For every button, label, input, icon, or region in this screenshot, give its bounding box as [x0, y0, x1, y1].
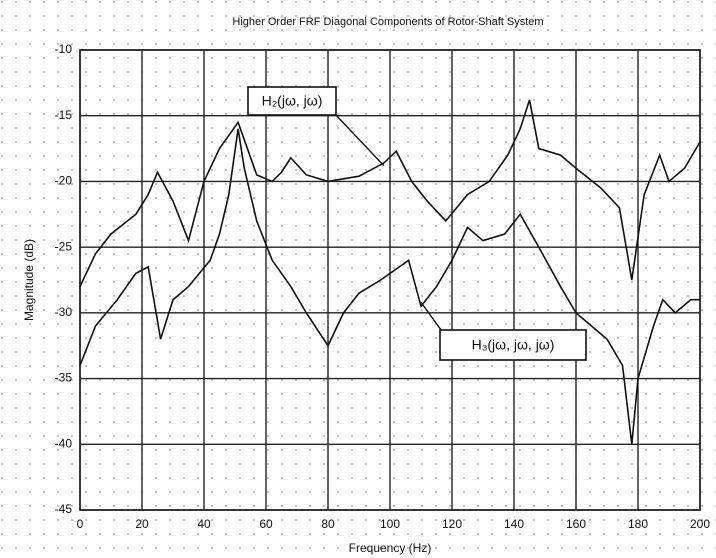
x-tick-label: 140	[504, 517, 524, 531]
y-tick-label: -25	[55, 239, 73, 253]
y-tick-label: -35	[55, 371, 73, 385]
x-tick-label: 0	[77, 517, 84, 531]
x-tick-label: 120	[442, 517, 462, 531]
y-tick-label: -45	[55, 502, 73, 516]
x-tick-label: 160	[566, 517, 586, 531]
x-tick-label: 20	[135, 517, 149, 531]
y-axis-label: Magnitude (dB)	[22, 239, 36, 321]
annotation-arrow	[333, 112, 385, 167]
series-line	[79, 99, 701, 287]
x-tick-label: 80	[321, 517, 335, 531]
x-axis-label: Frequency (Hz)	[349, 541, 432, 555]
x-tick-label: 180	[628, 517, 648, 531]
annotation-box	[439, 329, 587, 361]
x-tick-label: 60	[259, 517, 273, 531]
x-tick-label: 100	[380, 517, 400, 531]
annotation-box	[247, 86, 337, 116]
chart-title: Higher Order FRF Diagonal Components of …	[232, 16, 543, 28]
series-line	[79, 128, 700, 445]
y-tick-label: -10	[55, 42, 73, 56]
annotation-label: H₃(jω, jω, jω)	[472, 337, 555, 353]
annotation-arrow	[420, 301, 445, 335]
y-tick-label: -20	[55, 174, 73, 188]
x-tick-label: 40	[197, 517, 211, 531]
y-tick-label: -30	[55, 305, 73, 319]
y-tick-label: -15	[55, 108, 73, 122]
x-tick-label: 200	[690, 517, 710, 531]
annotation-label: H₂(jω, jω)	[262, 93, 323, 109]
y-tick-label: -40	[55, 436, 73, 450]
